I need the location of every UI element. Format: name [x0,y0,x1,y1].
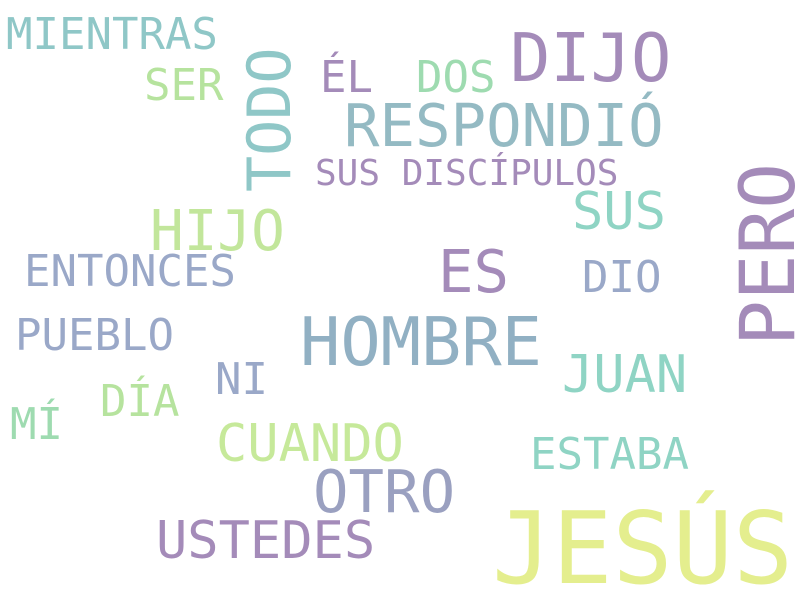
word-cuando: CUANDO [216,414,404,474]
word-ser: SER [144,60,224,111]
word-ustedes: USTEDES [156,511,376,571]
word-mientras: MIENTRAS [6,9,218,60]
word-es: ES [438,237,510,306]
word-entonces: ENTONCES [24,246,236,297]
word-dia: DÍA [100,376,180,427]
word-jesus: JESÚS [492,490,794,600]
word-hombre: HOMBRE [300,303,543,381]
word-todo: TODO [235,47,305,193]
word-dijo: DIJO [510,19,672,97]
word-ni: NI [215,354,268,405]
word-pero: PERO [723,162,800,346]
word-respondio: RESPONDIÓ [344,91,664,160]
word-juan: JUAN [562,345,688,405]
word-pueblo: PUEBLO [15,310,174,361]
word-dos: DOS [416,52,496,103]
word-sus-discipulos: SUS DISCÍPULOS [315,153,619,194]
word-hijo: HIJO [150,199,285,264]
word-mi: MÍ [10,399,63,450]
word-otro: OTRO [313,457,456,526]
word-estaba: ESTABA [530,429,689,480]
word-sus: SUS [572,182,666,242]
word-dio: DIO [582,252,662,303]
word-el: ÉL [320,52,373,103]
